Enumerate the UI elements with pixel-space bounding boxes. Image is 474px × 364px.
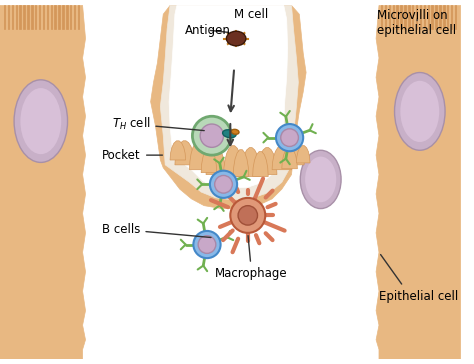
- Polygon shape: [8, 5, 9, 29]
- Polygon shape: [401, 5, 402, 29]
- Ellipse shape: [401, 81, 439, 142]
- Polygon shape: [451, 5, 452, 29]
- Ellipse shape: [227, 31, 246, 46]
- Polygon shape: [435, 5, 437, 29]
- Polygon shape: [404, 5, 406, 29]
- Text: Microvilli on
epithelial cell: Microvilli on epithelial cell: [377, 9, 456, 37]
- Polygon shape: [39, 5, 40, 29]
- Ellipse shape: [305, 157, 336, 202]
- Polygon shape: [43, 5, 44, 29]
- Polygon shape: [224, 146, 243, 177]
- Polygon shape: [55, 5, 56, 29]
- Circle shape: [238, 206, 257, 225]
- Ellipse shape: [14, 80, 67, 162]
- Polygon shape: [170, 141, 186, 160]
- Text: Epithelial cell: Epithelial cell: [379, 289, 458, 302]
- Circle shape: [230, 198, 265, 233]
- Polygon shape: [233, 150, 249, 177]
- Circle shape: [193, 231, 220, 258]
- Polygon shape: [31, 5, 33, 29]
- Polygon shape: [389, 5, 390, 29]
- Circle shape: [192, 116, 231, 155]
- Ellipse shape: [231, 129, 239, 134]
- Polygon shape: [12, 5, 13, 29]
- Polygon shape: [282, 148, 297, 169]
- Polygon shape: [412, 5, 413, 29]
- Polygon shape: [420, 5, 421, 29]
- Polygon shape: [424, 5, 425, 29]
- Polygon shape: [289, 144, 304, 165]
- Circle shape: [210, 171, 237, 198]
- Polygon shape: [272, 146, 292, 170]
- Circle shape: [276, 124, 303, 151]
- Text: $T_H$ cell: $T_H$ cell: [112, 116, 204, 132]
- Polygon shape: [160, 5, 298, 200]
- Polygon shape: [74, 5, 75, 29]
- Polygon shape: [4, 5, 5, 29]
- Polygon shape: [253, 152, 268, 177]
- Polygon shape: [381, 5, 383, 29]
- Polygon shape: [201, 149, 217, 173]
- Polygon shape: [443, 5, 445, 29]
- Ellipse shape: [394, 72, 445, 150]
- Polygon shape: [19, 5, 21, 29]
- Polygon shape: [35, 5, 36, 29]
- Ellipse shape: [223, 130, 236, 138]
- Text: Macrophage: Macrophage: [214, 267, 287, 280]
- Polygon shape: [151, 5, 306, 209]
- Polygon shape: [46, 5, 48, 29]
- Polygon shape: [175, 141, 194, 165]
- Polygon shape: [190, 141, 209, 170]
- Polygon shape: [396, 5, 398, 29]
- Polygon shape: [257, 148, 277, 175]
- Polygon shape: [455, 5, 456, 29]
- Polygon shape: [27, 5, 28, 29]
- Polygon shape: [296, 146, 310, 163]
- Polygon shape: [416, 5, 418, 29]
- Polygon shape: [439, 5, 441, 29]
- Polygon shape: [392, 5, 394, 29]
- Polygon shape: [66, 5, 67, 29]
- Circle shape: [215, 175, 232, 193]
- Polygon shape: [16, 5, 17, 29]
- Polygon shape: [58, 5, 60, 29]
- Text: B cells: B cells: [102, 223, 211, 237]
- Polygon shape: [62, 5, 64, 29]
- Circle shape: [281, 129, 299, 146]
- Polygon shape: [376, 5, 461, 359]
- Polygon shape: [78, 5, 79, 29]
- Circle shape: [198, 236, 216, 253]
- Text: M cell: M cell: [234, 8, 268, 21]
- Ellipse shape: [300, 150, 341, 209]
- Polygon shape: [408, 5, 410, 29]
- Polygon shape: [428, 5, 429, 29]
- Polygon shape: [241, 148, 260, 177]
- Polygon shape: [431, 5, 433, 29]
- Polygon shape: [206, 148, 226, 175]
- Text: Pocket: Pocket: [102, 149, 141, 162]
- Polygon shape: [447, 5, 448, 29]
- Polygon shape: [385, 5, 386, 29]
- Polygon shape: [70, 5, 72, 29]
- Text: Antigen: Antigen: [185, 24, 230, 37]
- Polygon shape: [51, 5, 52, 29]
- Polygon shape: [23, 5, 25, 29]
- Polygon shape: [0, 5, 85, 359]
- Ellipse shape: [20, 88, 61, 154]
- Polygon shape: [169, 5, 288, 188]
- Circle shape: [200, 124, 224, 147]
